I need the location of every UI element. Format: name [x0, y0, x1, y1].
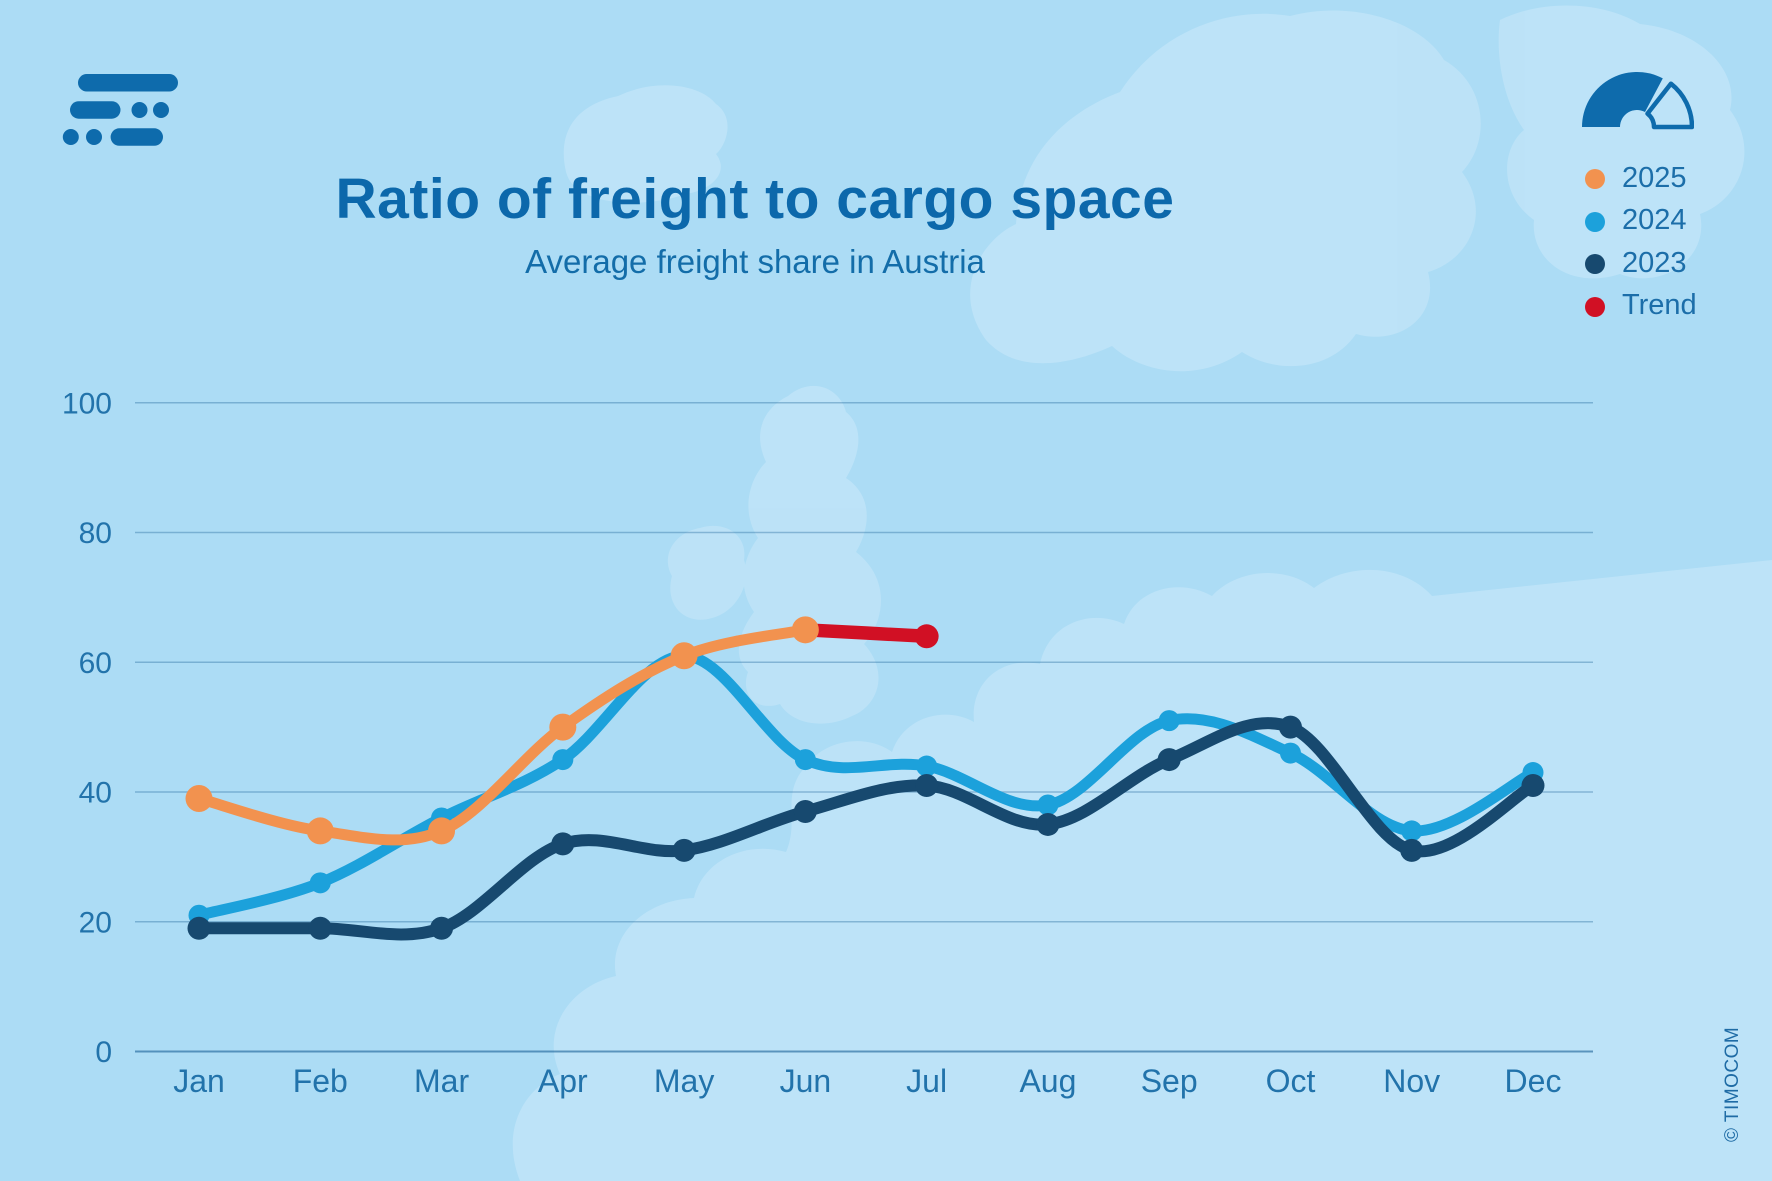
legend-item-trend: Trend [1585, 286, 1697, 329]
data-point-2024 [309, 872, 331, 894]
legend-dot-2024 [1585, 211, 1605, 232]
data-point-2023 [1400, 838, 1424, 862]
title-block: Ratio of freight to cargo space Average … [335, 167, 1175, 281]
data-point-2025 [670, 642, 698, 670]
series-line-Trend [798, 623, 934, 644]
legend-label: 2024 [1622, 204, 1687, 237]
chart-legend: 2025 2024 2023 Trend [1585, 158, 1697, 328]
data-point-2024 [1279, 742, 1301, 764]
x-tick-label: May [654, 1063, 714, 1099]
legend-dot-2025 [1585, 169, 1605, 190]
x-tick-label: Apr [538, 1063, 588, 1099]
x-tick-label: Jun [780, 1063, 832, 1099]
map-baltic [1498, 5, 1745, 279]
data-point-2023 [1036, 812, 1060, 836]
data-point-2023 [1278, 715, 1302, 739]
legend-label: Trend [1622, 289, 1697, 322]
data-point-2023 [430, 916, 454, 940]
legend-dot-trend [1585, 296, 1605, 317]
x-tick-label: Sep [1141, 1063, 1198, 1099]
x-tick-label: Jul [906, 1063, 947, 1099]
data-point-2024 [1037, 794, 1059, 816]
data-point-2025 [791, 616, 819, 644]
data-point-2025 [549, 713, 577, 741]
y-tick-label: 20 [79, 906, 112, 939]
data-point-2023 [915, 774, 939, 798]
data-point-2024 [552, 749, 574, 771]
data-point-2024 [1401, 820, 1423, 842]
map-iceland [563, 85, 728, 203]
x-tick-label: Nov [1383, 1063, 1440, 1099]
legend-item-2023: 2023 [1585, 243, 1697, 286]
data-point-2023 [672, 838, 696, 862]
data-point-2025 [185, 784, 213, 812]
series-layer [185, 616, 1545, 941]
map-ireland [667, 525, 747, 620]
x-tick-label: Mar [414, 1063, 469, 1099]
y-tick-label: 0 [95, 1036, 112, 1069]
copyright-notice: © TIMOCOM [1722, 1026, 1743, 1142]
data-point-2023 [308, 916, 332, 940]
map-great-britain [738, 385, 881, 724]
legend-label: 2025 [1622, 161, 1687, 194]
data-point-2023 [1521, 774, 1545, 798]
y-tick-label: 80 [79, 517, 112, 550]
data-point-2023 [1157, 748, 1181, 772]
series-2025 [185, 616, 819, 846]
x-tick-label: Feb [293, 1063, 348, 1099]
data-point-2025 [428, 817, 456, 845]
x-tick-label: Jan [173, 1063, 225, 1099]
y-tick-label: 40 [79, 777, 112, 810]
data-point-2023 [551, 832, 575, 856]
x-tick-label: Dec [1505, 1063, 1562, 1099]
legend-item-2025: 2025 [1585, 158, 1697, 201]
page-title: Ratio of freight to cargo space [335, 167, 1175, 231]
series-2023 [187, 715, 1545, 941]
timocom-logo [62, 74, 178, 146]
y-tick-label: 60 [79, 647, 112, 680]
europe-map-background [512, 5, 1772, 1181]
data-point-2025 [306, 817, 334, 845]
data-point-2023 [187, 916, 211, 940]
grid-layer: 0 20 40 60 80 100 Jan Feb Mar Apr May Jun Jul Aug Sep O… [62, 387, 1593, 1099]
gauge-icon [1582, 71, 1694, 130]
map-mainland-europe [512, 560, 1772, 1181]
y-tick-label: 100 [62, 387, 112, 420]
data-point-Trend [914, 624, 939, 649]
data-point-2024 [1158, 710, 1180, 732]
legend-dot-2023 [1585, 254, 1605, 275]
legend-label: 2023 [1622, 246, 1687, 279]
page-subtitle: Average freight share in Austria [525, 242, 985, 280]
x-tick-label: Aug [1019, 1063, 1076, 1099]
legend-item-2024: 2024 [1585, 201, 1697, 244]
data-point-2024 [794, 749, 816, 771]
data-point-2024 [916, 755, 938, 777]
x-tick-label: Oct [1266, 1063, 1316, 1099]
data-point-2023 [793, 799, 817, 823]
series-line-2025 [193, 624, 811, 846]
map-scandinavia [970, 10, 1481, 372]
